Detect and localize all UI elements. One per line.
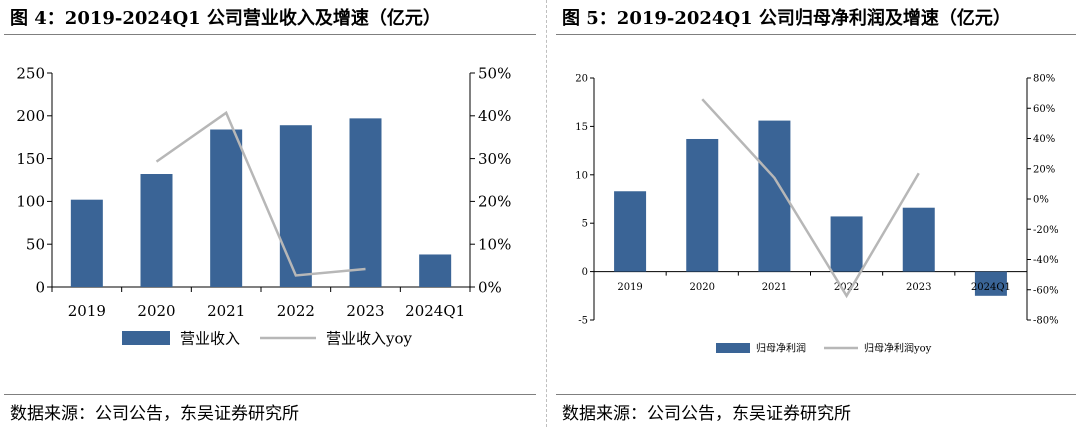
- left-y-tick-label: 10: [575, 170, 588, 181]
- figure-4-top-rule: [4, 34, 536, 35]
- bar-2023: [349, 118, 382, 287]
- x-tick-label: 2020: [690, 282, 715, 293]
- bar-2019: [70, 199, 103, 287]
- bar-2021: [210, 129, 243, 287]
- figure-5-source: 数据来源：公司公告，东吴证券研究所: [562, 404, 851, 424]
- yoy-line: [155, 110, 366, 277]
- legend-line-label: 归母净利润yoy: [864, 342, 932, 355]
- left-y-tick-label: 0: [582, 267, 588, 278]
- net-profit-chart: -5 0 5 10 15 20 -80% -60% -40% -20% 0% 20% 40% 60% 80%…: [575, 74, 1059, 355]
- x-tick-label: 2024Q1: [971, 282, 1011, 293]
- revenue-chart: 0 50 100 150 200 250 0% 10% 20% 30% 40% 50% 2019 2020…: [16, 64, 511, 347]
- x-tick-label: 2022: [277, 302, 315, 320]
- figure-5-top-rule: [556, 34, 1076, 35]
- right-y-tick-label: 0%: [478, 278, 502, 296]
- legend-bar-swatch: [122, 331, 170, 345]
- left-y-tick-label: -5: [578, 316, 588, 327]
- figure-5-title: 图 5：2019-2024Q1 公司归母净利润及增速（亿元）: [562, 8, 1011, 29]
- left-y-tick-label: 50: [26, 235, 45, 253]
- left-y-tick-label: 250: [16, 64, 45, 82]
- bar-2024Q1: [974, 271, 1007, 296]
- right-y-tick-label: 30%: [478, 150, 511, 168]
- right-y-tick-label: -80%: [1033, 316, 1059, 327]
- figure-5-panel: 图 5：2019-2024Q1 公司归母净利润及增速（亿元） -5 0 5 10 15 2…: [552, 0, 1080, 427]
- left-y-tick-label: 0: [35, 278, 45, 296]
- right-y-tick-label: 60%: [1033, 104, 1055, 115]
- x-tick-label: 2024Q1: [405, 302, 465, 320]
- figure-4-bottom-rule: [4, 394, 536, 395]
- bar-2020: [686, 138, 719, 272]
- legend-bar-label: 归母净利润: [756, 342, 806, 355]
- x-tick-label: 2022: [834, 282, 859, 293]
- right-y-tick-label: 40%: [478, 107, 511, 125]
- legend-line-label: 营业收入yoy: [326, 329, 413, 347]
- legend-bar-swatch: [716, 343, 750, 353]
- bar-2022: [279, 125, 312, 287]
- left-y-tick-label: 20: [575, 74, 588, 85]
- bar-2024Q1: [419, 254, 452, 287]
- right-y-tick-label: 20%: [478, 193, 511, 211]
- x-tick-label: 2023: [906, 282, 931, 293]
- right-y-tick-label: 10%: [478, 235, 511, 253]
- x-tick-label: 2021: [207, 302, 245, 320]
- bar-2019: [614, 191, 647, 272]
- right-y-tick-label: 0%: [1033, 195, 1049, 206]
- left-y-tick-label: 15: [575, 122, 588, 133]
- left-y-tick-label: 5: [582, 219, 588, 230]
- x-tick-label: 2020: [137, 302, 175, 320]
- left-y-tick-label: 200: [16, 107, 45, 125]
- bar-2020: [140, 174, 173, 287]
- panel-separator: [546, 0, 547, 427]
- x-tick-label: 2019: [68, 302, 106, 320]
- figure-4-title: 图 4：2019-2024Q1 公司营业收入及增速（亿元）: [10, 8, 441, 29]
- x-tick-label: 2021: [762, 282, 787, 293]
- bar-2023: [902, 207, 935, 272]
- yoy-line: [701, 98, 920, 299]
- right-y-tick-label: -60%: [1033, 285, 1059, 296]
- legend-bar-label: 营业收入: [180, 329, 240, 347]
- figure-5-bottom-rule: [556, 394, 1076, 395]
- x-tick-label: 2023: [346, 302, 384, 320]
- x-tick-label: 2019: [617, 282, 642, 293]
- figure-4-panel: 图 4：2019-2024Q1 公司营业收入及增速（亿元） 0 50 100 150 2…: [4, 8, 536, 424]
- left-y-tick-label: 100: [16, 193, 45, 211]
- right-y-tick-label: 20%: [1033, 164, 1055, 175]
- right-y-tick-label: 80%: [1033, 74, 1055, 85]
- right-y-tick-label: -40%: [1033, 255, 1059, 266]
- right-y-tick-label: 40%: [1033, 134, 1055, 145]
- right-y-tick-label: -20%: [1033, 225, 1059, 236]
- bar-2022: [830, 216, 863, 272]
- figure-4-source: 数据来源：公司公告，东吴证券研究所: [10, 404, 299, 424]
- left-y-tick-label: 150: [16, 150, 45, 168]
- right-y-tick-label: 50%: [478, 64, 511, 82]
